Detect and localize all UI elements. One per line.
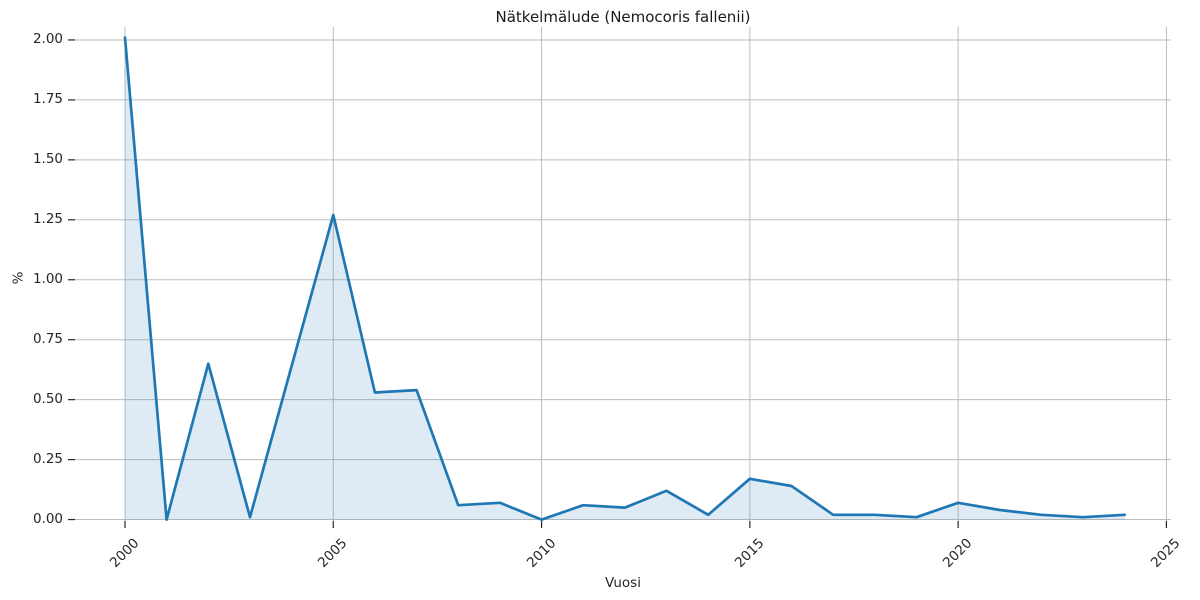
y-tick-label: 2.00 [32, 31, 63, 48]
y-tick-label: 0.25 [32, 451, 63, 468]
x-axis-label: Vuosi [605, 575, 641, 591]
y-tick-label: 0.50 [32, 391, 63, 408]
data-line [123, 36, 1127, 521]
chart-title: Nätkelmälude (Nemocoris fallenii) [495, 8, 751, 26]
area-fill [125, 37, 1125, 520]
y-tick-label: 1.00 [32, 271, 63, 288]
y-tick-label: 1.75 [32, 91, 63, 108]
y-tick-label: 0.00 [32, 511, 63, 528]
y-tick-label: 0.75 [32, 331, 63, 348]
y-tick-label: 1.25 [32, 211, 63, 228]
y-tick-label: 1.50 [32, 151, 63, 168]
